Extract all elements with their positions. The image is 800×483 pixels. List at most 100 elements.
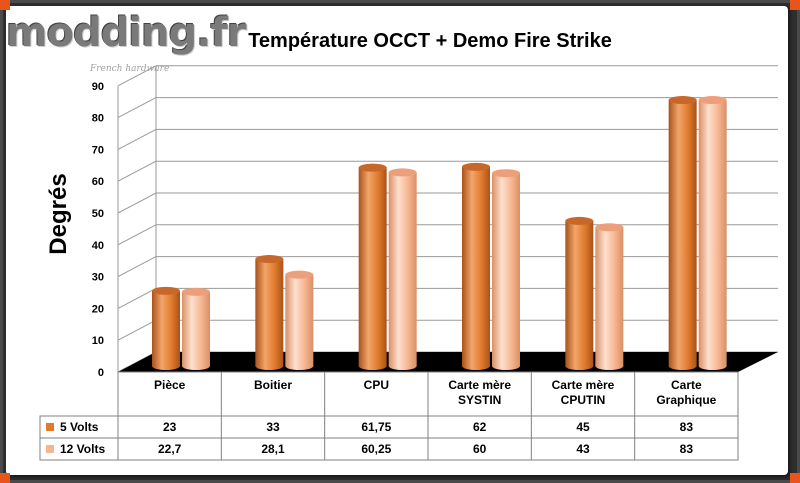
y-tick-label: 10	[92, 335, 104, 347]
bar	[668, 96, 697, 370]
x-tick-label: Graphique	[656, 393, 716, 407]
bar-base	[462, 362, 490, 370]
corner-accent	[0, 473, 10, 483]
data-label: 60,25	[361, 442, 391, 456]
bar-body	[285, 274, 314, 366]
bar-base	[152, 362, 180, 370]
gridline-side	[117, 319, 157, 341]
bar-top	[285, 270, 314, 279]
bar	[285, 270, 314, 370]
x-tick-label: Boitier	[254, 378, 292, 392]
bar	[152, 286, 180, 370]
bar-body	[668, 100, 697, 366]
bar-base	[285, 362, 314, 370]
gridline-side	[117, 287, 157, 309]
corner-accent	[790, 0, 800, 10]
data-label: 83	[680, 442, 694, 456]
bar-base	[182, 362, 210, 370]
bar	[565, 216, 594, 370]
gridline-side	[117, 192, 157, 214]
x-tick-label: CPU	[364, 378, 389, 392]
bar	[698, 96, 727, 370]
legend-label: 12 Volts	[60, 442, 105, 456]
bar-base	[388, 362, 417, 370]
data-label: 33	[266, 420, 280, 434]
gridline-side	[117, 256, 157, 278]
bar-body	[698, 100, 727, 366]
gridline-side	[117, 160, 157, 182]
bar	[182, 287, 210, 370]
y-tick-label: 80	[92, 113, 104, 125]
y-tick-label: 40	[92, 240, 104, 252]
site-logo: modding.fr	[6, 10, 247, 56]
data-label: 45	[576, 420, 590, 434]
bar-body	[595, 227, 624, 366]
bar-base	[565, 362, 594, 370]
bar-base	[595, 362, 624, 370]
y-tick-label: 0	[98, 367, 104, 379]
bar	[462, 162, 490, 370]
bar-base	[668, 362, 697, 370]
x-tick-label: Carte mère	[552, 378, 615, 392]
corner-accent	[0, 0, 10, 10]
bar-top	[492, 169, 520, 178]
bar-body	[492, 173, 520, 366]
bar	[255, 255, 284, 370]
x-tick-label: Carte	[671, 378, 702, 392]
y-tick-label: 50	[92, 208, 104, 220]
data-label: 83	[680, 420, 694, 434]
bar-base	[698, 362, 727, 370]
bar-body	[462, 166, 490, 366]
data-label: 28,1	[261, 442, 285, 456]
bar-body	[565, 220, 594, 366]
bar-top	[388, 168, 417, 177]
data-label: 43	[576, 442, 590, 456]
logo-tagline: French hardware	[90, 64, 170, 74]
gridline-side	[117, 65, 157, 87]
x-tick-label: SYSTIN	[458, 393, 501, 407]
bar-top	[255, 255, 284, 264]
bar-base	[255, 362, 284, 370]
x-tick-label: CPUTIN	[561, 393, 606, 407]
bar-base	[492, 362, 520, 370]
chart-title: Température OCCT + Demo Fire Strike	[248, 30, 612, 52]
x-tick-label: Carte mère	[448, 378, 511, 392]
y-tick-label: 70	[92, 144, 104, 156]
bar-body	[152, 290, 180, 366]
bar	[358, 163, 387, 370]
bar-top	[595, 223, 624, 232]
bar-top	[182, 287, 210, 296]
gridline-side	[117, 97, 157, 119]
bar-top	[152, 286, 180, 295]
bar-top	[668, 96, 697, 105]
data-label: 62	[473, 420, 487, 434]
bar-top	[565, 216, 594, 225]
corner-accent	[790, 473, 800, 483]
y-tick-label: 20	[92, 303, 104, 315]
legend-swatch	[46, 445, 54, 453]
bar	[595, 223, 624, 370]
bar-base	[358, 362, 387, 370]
y-tick-label: 30	[92, 272, 104, 284]
gridline-side	[117, 128, 157, 150]
bar-body	[388, 172, 417, 366]
legend-swatch	[46, 423, 54, 431]
bar-top	[358, 163, 387, 172]
y-tick-label: 60	[92, 176, 104, 188]
y-tick-label: 90	[92, 81, 104, 93]
bar-body	[182, 291, 210, 366]
data-label: 23	[163, 420, 177, 434]
bar-body	[358, 167, 387, 366]
data-label: 60	[473, 442, 487, 456]
bar-body	[255, 259, 284, 366]
bar-top	[462, 162, 490, 171]
legend-label: 5 Volts	[60, 420, 99, 434]
data-label: 22,7	[158, 442, 182, 456]
bar	[388, 168, 417, 370]
gridline-side	[117, 224, 157, 246]
bar-top	[698, 96, 727, 105]
data-label: 61,75	[361, 420, 391, 434]
x-tick-label: Pièce	[154, 378, 186, 392]
bar	[492, 169, 520, 370]
